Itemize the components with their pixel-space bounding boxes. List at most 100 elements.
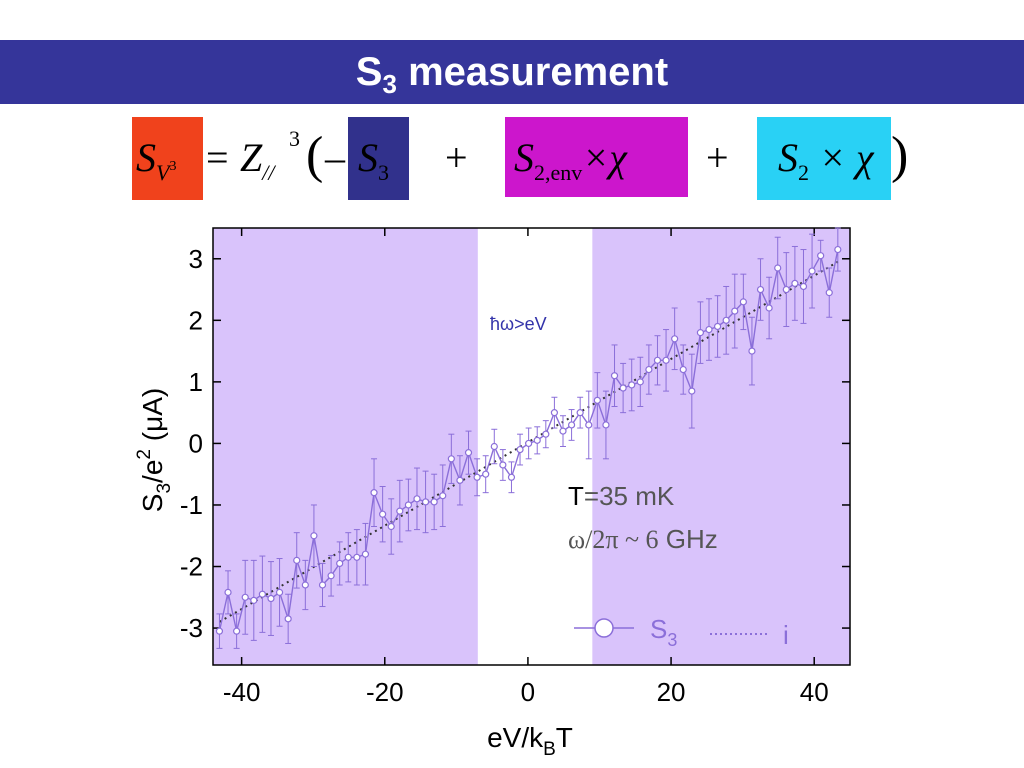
- s3-point: [722, 316, 730, 324]
- equation-z-sub: //: [262, 160, 275, 185]
- legend-s3-label: S3: [650, 614, 677, 650]
- s3-point: [696, 329, 705, 337]
- equation-close-paren: ): [891, 127, 909, 184]
- s3-point: [318, 581, 327, 589]
- s3-point: [799, 282, 808, 291]
- s3-point: [447, 455, 455, 463]
- s3-point: [258, 590, 266, 598]
- s3-point: [387, 522, 395, 531]
- s3-point: [241, 593, 249, 601]
- s3-point: [353, 553, 361, 561]
- equation-term1-symbol: S: [358, 135, 378, 180]
- equation-s2chi-box: [757, 117, 891, 200]
- s3-point: [765, 304, 773, 312]
- legend-i-label: i: [783, 620, 789, 650]
- s3-point: [550, 409, 559, 417]
- s3-point: [499, 461, 507, 469]
- s3-point: [542, 430, 550, 438]
- s3-point: [344, 553, 352, 561]
- x-tick-label: 0: [521, 677, 535, 707]
- plot-frame: [212, 227, 851, 666]
- s3-point: [817, 252, 825, 260]
- s3-point: [679, 365, 687, 374]
- s3-point: [396, 507, 404, 515]
- legend-s3-marker: [594, 618, 614, 638]
- s3-point: [739, 298, 747, 306]
- s3-point: [791, 279, 799, 287]
- s3-point: [671, 335, 679, 343]
- regime-annotation: ħω>eV: [490, 314, 547, 334]
- s3-point: [688, 387, 696, 395]
- s3-point: [404, 501, 412, 509]
- equation-term3-sub: 2: [798, 160, 809, 185]
- axes: -40 -20 0 20 40 -3 -2 -1 0 1 2 3: [180, 227, 851, 707]
- s3-point: [293, 556, 301, 564]
- s3-point: [379, 510, 387, 518]
- s3-point: [748, 347, 756, 355]
- y-axis-label: S3/e2 (μA): [134, 388, 175, 512]
- equation-minus: –: [325, 135, 345, 180]
- x-tick-label: 20: [657, 677, 686, 707]
- equation-open-paren: (: [306, 127, 324, 184]
- equation-plus-1: +: [445, 135, 468, 180]
- s3-point: [782, 285, 790, 294]
- equation-s2env-box: [505, 117, 688, 197]
- s3-point: [224, 588, 232, 596]
- s3-point: [731, 307, 739, 315]
- equation-term3-rest: × χ: [809, 135, 874, 180]
- equation-equals: =: [206, 135, 229, 180]
- s3-point: [756, 285, 765, 294]
- s3-point: [267, 594, 275, 603]
- s3-point: [439, 492, 447, 500]
- equation-term1-sub: 3: [378, 160, 389, 185]
- y-tick-label: -1: [180, 490, 203, 520]
- s3-point: [516, 445, 524, 454]
- s3-point: [275, 588, 284, 596]
- equation-z-symbol: Z: [240, 135, 263, 180]
- s3-point: [507, 473, 516, 481]
- s3-point: [808, 267, 816, 275]
- s3-point: [215, 627, 224, 635]
- s3-point: [413, 495, 421, 503]
- s3-series: [215, 227, 842, 649]
- equation-lhs-sup: 3: [169, 159, 177, 174]
- s3-point: [361, 550, 370, 558]
- equation-term2-symbol: S: [514, 135, 534, 180]
- equation-lhs-sub: V: [156, 160, 170, 185]
- s3-point: [653, 356, 662, 364]
- s3-point: [602, 421, 610, 429]
- page-title: S3 measurement: [0, 40, 1024, 104]
- s3-point: [284, 615, 292, 623]
- s3-point: [610, 372, 619, 380]
- equation-term2: S2,env×χ: [514, 134, 627, 186]
- x-tick-label: -40: [223, 677, 261, 707]
- y-tick-label: 3: [189, 244, 203, 274]
- s3-point: [421, 498, 430, 506]
- y-tick-label: 0: [189, 428, 203, 458]
- s3-point: [559, 427, 567, 435]
- s3-point: [525, 439, 533, 448]
- shaded-regions: [213, 228, 850, 665]
- x-tick-label: 40: [800, 677, 829, 707]
- title-main: S: [355, 50, 383, 94]
- y-tick-label: -3: [180, 613, 203, 643]
- equation-lhs: SV3: [136, 134, 176, 186]
- temperature-annotation: T=35 mK: [568, 481, 675, 511]
- equation-z-sup: 3: [289, 126, 300, 151]
- title-bar: [0, 40, 1024, 104]
- s3-point: [619, 384, 627, 392]
- equation-term2-rest: ×χ: [582, 135, 627, 180]
- equation-s3-box: [348, 117, 409, 200]
- legend: S3 i: [574, 614, 789, 650]
- s3-point: [533, 436, 541, 444]
- s3-point: [825, 289, 833, 297]
- s3-point: [464, 449, 473, 457]
- s3-point: [593, 396, 601, 404]
- s3-point: [567, 421, 576, 429]
- s3-point: [774, 264, 782, 272]
- s3-point: [585, 421, 593, 429]
- s3-point: [473, 473, 481, 481]
- shaded-region-1: [592, 228, 850, 665]
- s3-point: [370, 489, 378, 497]
